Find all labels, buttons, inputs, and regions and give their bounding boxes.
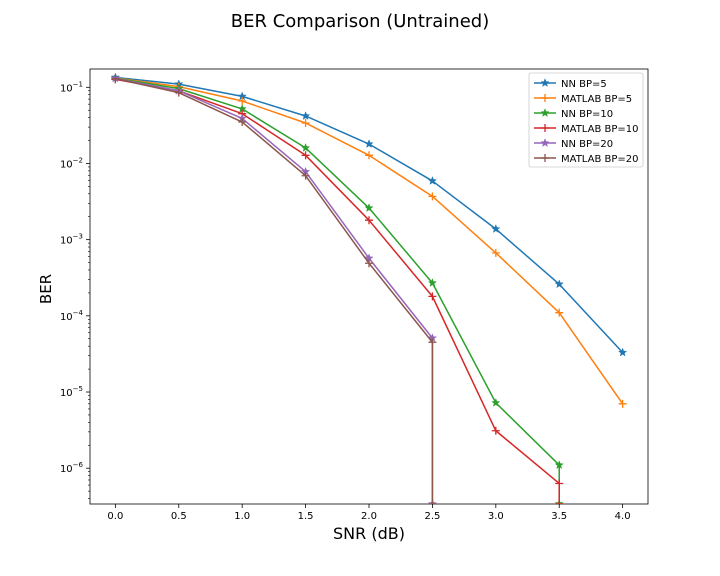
- data-point: [301, 151, 310, 160]
- x-tick-label: 4.0: [615, 511, 631, 522]
- data-point: [618, 399, 627, 408]
- legend-label: NN BP=10: [561, 109, 613, 120]
- x-tick-label: 3.5: [551, 511, 567, 522]
- data-point: [540, 78, 550, 87]
- data-point: [541, 154, 549, 162]
- data-point: [301, 118, 310, 127]
- x-tick-label: 1.5: [298, 511, 314, 522]
- x-axis-title: SNR (dB): [333, 524, 405, 543]
- data-point: [364, 139, 374, 148]
- y-tick-base: 10: [60, 159, 73, 170]
- y-tick-exponent: −2: [73, 156, 83, 164]
- legend-label: NN BP=5: [561, 79, 607, 90]
- data-point: [617, 347, 628, 357]
- data-point: [365, 216, 373, 225]
- x-tick-label: 2.5: [424, 511, 440, 522]
- data-point: [364, 203, 374, 213]
- data-point: [541, 94, 549, 102]
- x-tick-label: 0.5: [171, 511, 187, 522]
- series-layer: [110, 72, 628, 504]
- data-point: [491, 224, 501, 233]
- data-point: [300, 143, 311, 152]
- data-point: [554, 279, 564, 289]
- legend-box: [528, 72, 644, 168]
- data-point: [365, 259, 373, 268]
- chart-title: BER Comparison (Untrained): [231, 11, 489, 32]
- plot-area: 0.0 0.5 1.0 1.5 2.0 2.5 3.0 3.5 4.010−110−210−31…: [60, 68, 649, 522]
- data-point: [541, 124, 549, 132]
- series-line: [115, 78, 560, 504]
- data-point: [554, 460, 564, 470]
- data-point: [428, 192, 437, 201]
- y-tick-base: 10: [60, 312, 73, 323]
- data-point: [428, 338, 437, 347]
- series-line: [115, 77, 434, 504]
- x-tick-label: 2.0: [361, 511, 377, 522]
- y-tick-label: 10−2: [60, 156, 83, 170]
- legend-label: MATLAB BP=20: [561, 154, 638, 165]
- data-point: [301, 171, 310, 180]
- data-point: [491, 426, 500, 435]
- series-line: [115, 77, 560, 504]
- data-point: [555, 308, 564, 317]
- y-tick-label: 10−4: [60, 309, 84, 323]
- data-point: [428, 292, 437, 301]
- x-tick-label: 1.0: [234, 511, 250, 522]
- data-point: [555, 479, 564, 488]
- y-tick-base: 10: [60, 236, 73, 247]
- y-tick-base: 10: [60, 464, 73, 475]
- data-point: [540, 138, 550, 147]
- y-tick-base: 10: [60, 83, 73, 94]
- y-tick-exponent: −3: [73, 233, 83, 241]
- y-tick-label: 10−3: [60, 233, 83, 247]
- data-point: [491, 248, 500, 257]
- data-point: [300, 111, 311, 120]
- data-point: [111, 74, 120, 83]
- y-tick-exponent: −6: [73, 461, 84, 469]
- data-point: [238, 118, 247, 127]
- y-tick-label: 10−5: [60, 385, 83, 399]
- data-point: [174, 88, 183, 97]
- y-tick-label: 10−6: [60, 461, 84, 475]
- data-point: [365, 151, 373, 160]
- data-point: [427, 278, 438, 287]
- legend: NN BP=5 MATLAB BP=5 NN BP=10 MATLAB BP=10 NN…: [528, 72, 644, 168]
- y-tick-exponent: −4: [73, 309, 84, 317]
- data-point: [491, 397, 501, 407]
- y-tick-base: 10: [60, 388, 73, 399]
- legend-label: MATLAB BP=10: [561, 124, 638, 135]
- y-tick-label: 10−1: [60, 80, 83, 94]
- data-point: [428, 499, 437, 504]
- data-point: [238, 97, 247, 106]
- legend-label: MATLAB BP=5: [561, 94, 632, 105]
- x-tick-label: 0.0: [107, 511, 123, 522]
- y-axis-title: BER: [37, 274, 55, 304]
- y-tick-exponent: −1: [73, 80, 83, 88]
- data-point: [427, 176, 438, 185]
- legend-label: NN BP=20: [561, 139, 613, 150]
- x-tick-label: 3.0: [488, 511, 504, 522]
- series-line: [115, 77, 434, 504]
- y-tick-exponent: −5: [73, 385, 83, 393]
- data-point: [555, 499, 564, 504]
- data-point: [540, 108, 550, 117]
